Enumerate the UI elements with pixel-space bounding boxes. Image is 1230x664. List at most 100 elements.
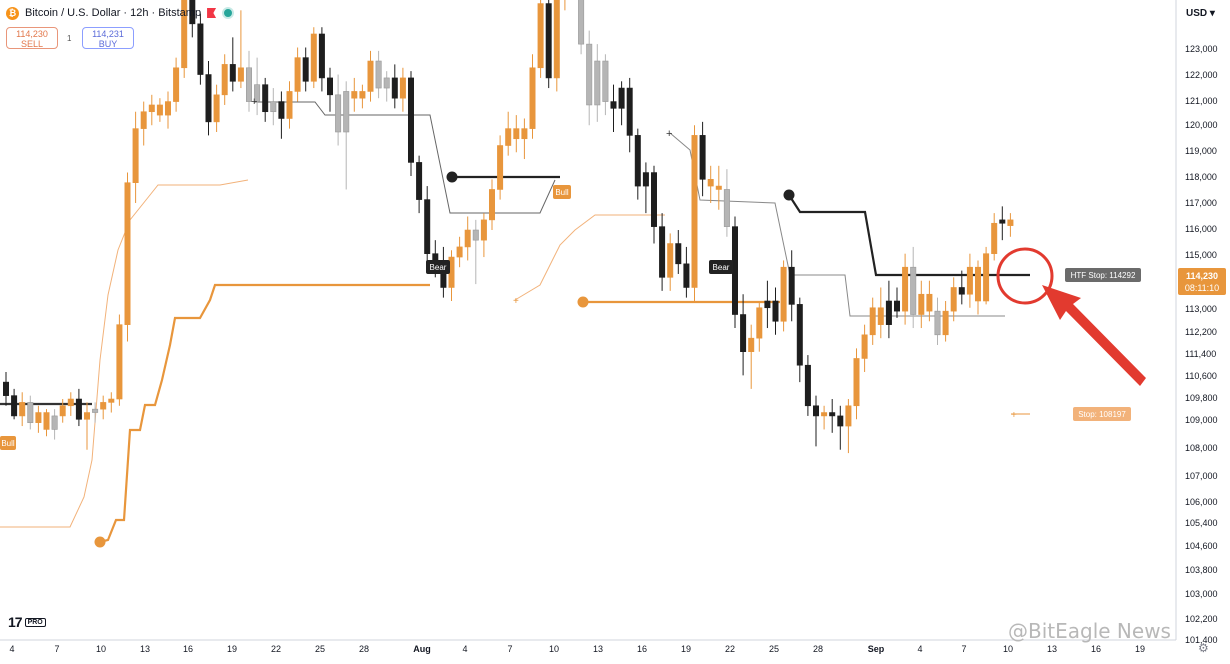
candle-body [707,179,714,187]
candle [278,91,285,139]
x-tick-label: 16 [637,644,647,654]
candle-body [788,266,795,305]
buy-button[interactable]: 114,231 BUY [82,27,134,49]
symbol-header[interactable]: ₿ Bitcoin / U.S. Dollar · 12h · Bitstamp [6,4,235,22]
candle-body [974,266,981,302]
candle [246,50,253,112]
candle-body [675,243,682,265]
candle-body [424,199,431,254]
candle [448,250,455,301]
candle [910,246,917,329]
candle [829,399,836,433]
candle [84,402,91,450]
candle [456,236,463,268]
candle [893,287,900,318]
candle [359,84,366,109]
candle [991,213,998,261]
candle [399,67,406,112]
candle-body [586,43,593,106]
candle [513,115,520,153]
current-price-badge [1178,268,1226,295]
stop-label: Stop: 108197 [1073,407,1131,421]
candle [918,280,925,329]
candle-body [966,266,973,295]
logo-mark: 17 [8,614,23,630]
candle [642,162,649,214]
candle [2,371,10,406]
bear-label-bg [426,260,450,274]
x-tick-label: 19 [227,644,237,654]
candle [740,294,747,376]
candle [764,280,771,329]
stop-label-text: Stop: 108197 [1078,410,1126,419]
htf-right-dot [783,189,795,201]
candle-body [991,222,998,254]
bull-label-text: Bull [1,439,15,448]
htf-right-line [788,194,1030,277]
candle-body [594,60,601,106]
candle-body [237,67,244,82]
candle [650,165,657,244]
x-tick-label: 7 [961,644,966,654]
candle [335,74,342,146]
x-tick-label: 25 [315,644,325,654]
candle-body [723,189,730,227]
candle-body [740,314,747,352]
candle-body [278,101,285,119]
candle [796,297,803,383]
buy-price: 114,231 [92,29,124,39]
mid-stop-band [514,214,665,301]
candle [837,405,844,450]
y-tick-label: 105,400 [1185,518,1218,528]
candle-body [893,300,900,312]
bull-label-2-bg [553,185,571,199]
candle-body [35,412,42,423]
x-tick-label: 28 [359,644,369,654]
candle [11,388,18,420]
y-tick-label: 119,000 [1185,146,1217,156]
candle [302,47,309,92]
htf-stop-label: HTF Stop: 114292 [1065,268,1141,282]
x-tick-label: 13 [593,644,603,654]
settings-gear-icon[interactable]: ⚙ [1198,641,1209,655]
candle [367,50,374,102]
candle [108,392,115,413]
candle [197,13,204,85]
x-tick-label: 10 [1003,644,1013,654]
candle-body [254,84,261,102]
candle-body [351,91,358,99]
candle [262,77,269,122]
candle [407,71,414,176]
x-tick-label: 19 [681,644,691,654]
sell-button[interactable]: 114,230 SELL [6,27,58,49]
candle-body [626,87,633,136]
candle-body [407,77,414,163]
candle-body [748,337,755,352]
candle-body [367,60,374,92]
candle-body [756,307,763,339]
candle-body [59,405,66,417]
candle-body [958,287,965,295]
currency-selector[interactable]: USD ▾ [1186,8,1215,19]
countdown-label: 08:11:10 [1185,283,1219,293]
stop-start-dot [94,536,106,548]
y-tick-label: 117,000 [1185,198,1217,208]
candle [75,388,82,427]
candle-body [869,307,876,336]
tradingview-logo[interactable]: 17 PRO [8,614,46,630]
symbol-title[interactable]: Bitcoin / U.S. Dollar · 12h · Bitstamp [25,7,202,19]
candle [472,219,479,285]
candle [51,409,58,440]
candle-body [934,310,941,336]
candle-body [391,77,398,99]
y-tick-label: 112,200 [1185,327,1217,337]
candle [480,213,487,258]
y-tick-label: 106,000 [1185,497,1218,507]
candle-body [829,412,836,417]
lower-stop-band [0,179,249,528]
candle-body [521,128,528,140]
candle-body [578,0,585,45]
flag-icon[interactable] [207,8,217,18]
